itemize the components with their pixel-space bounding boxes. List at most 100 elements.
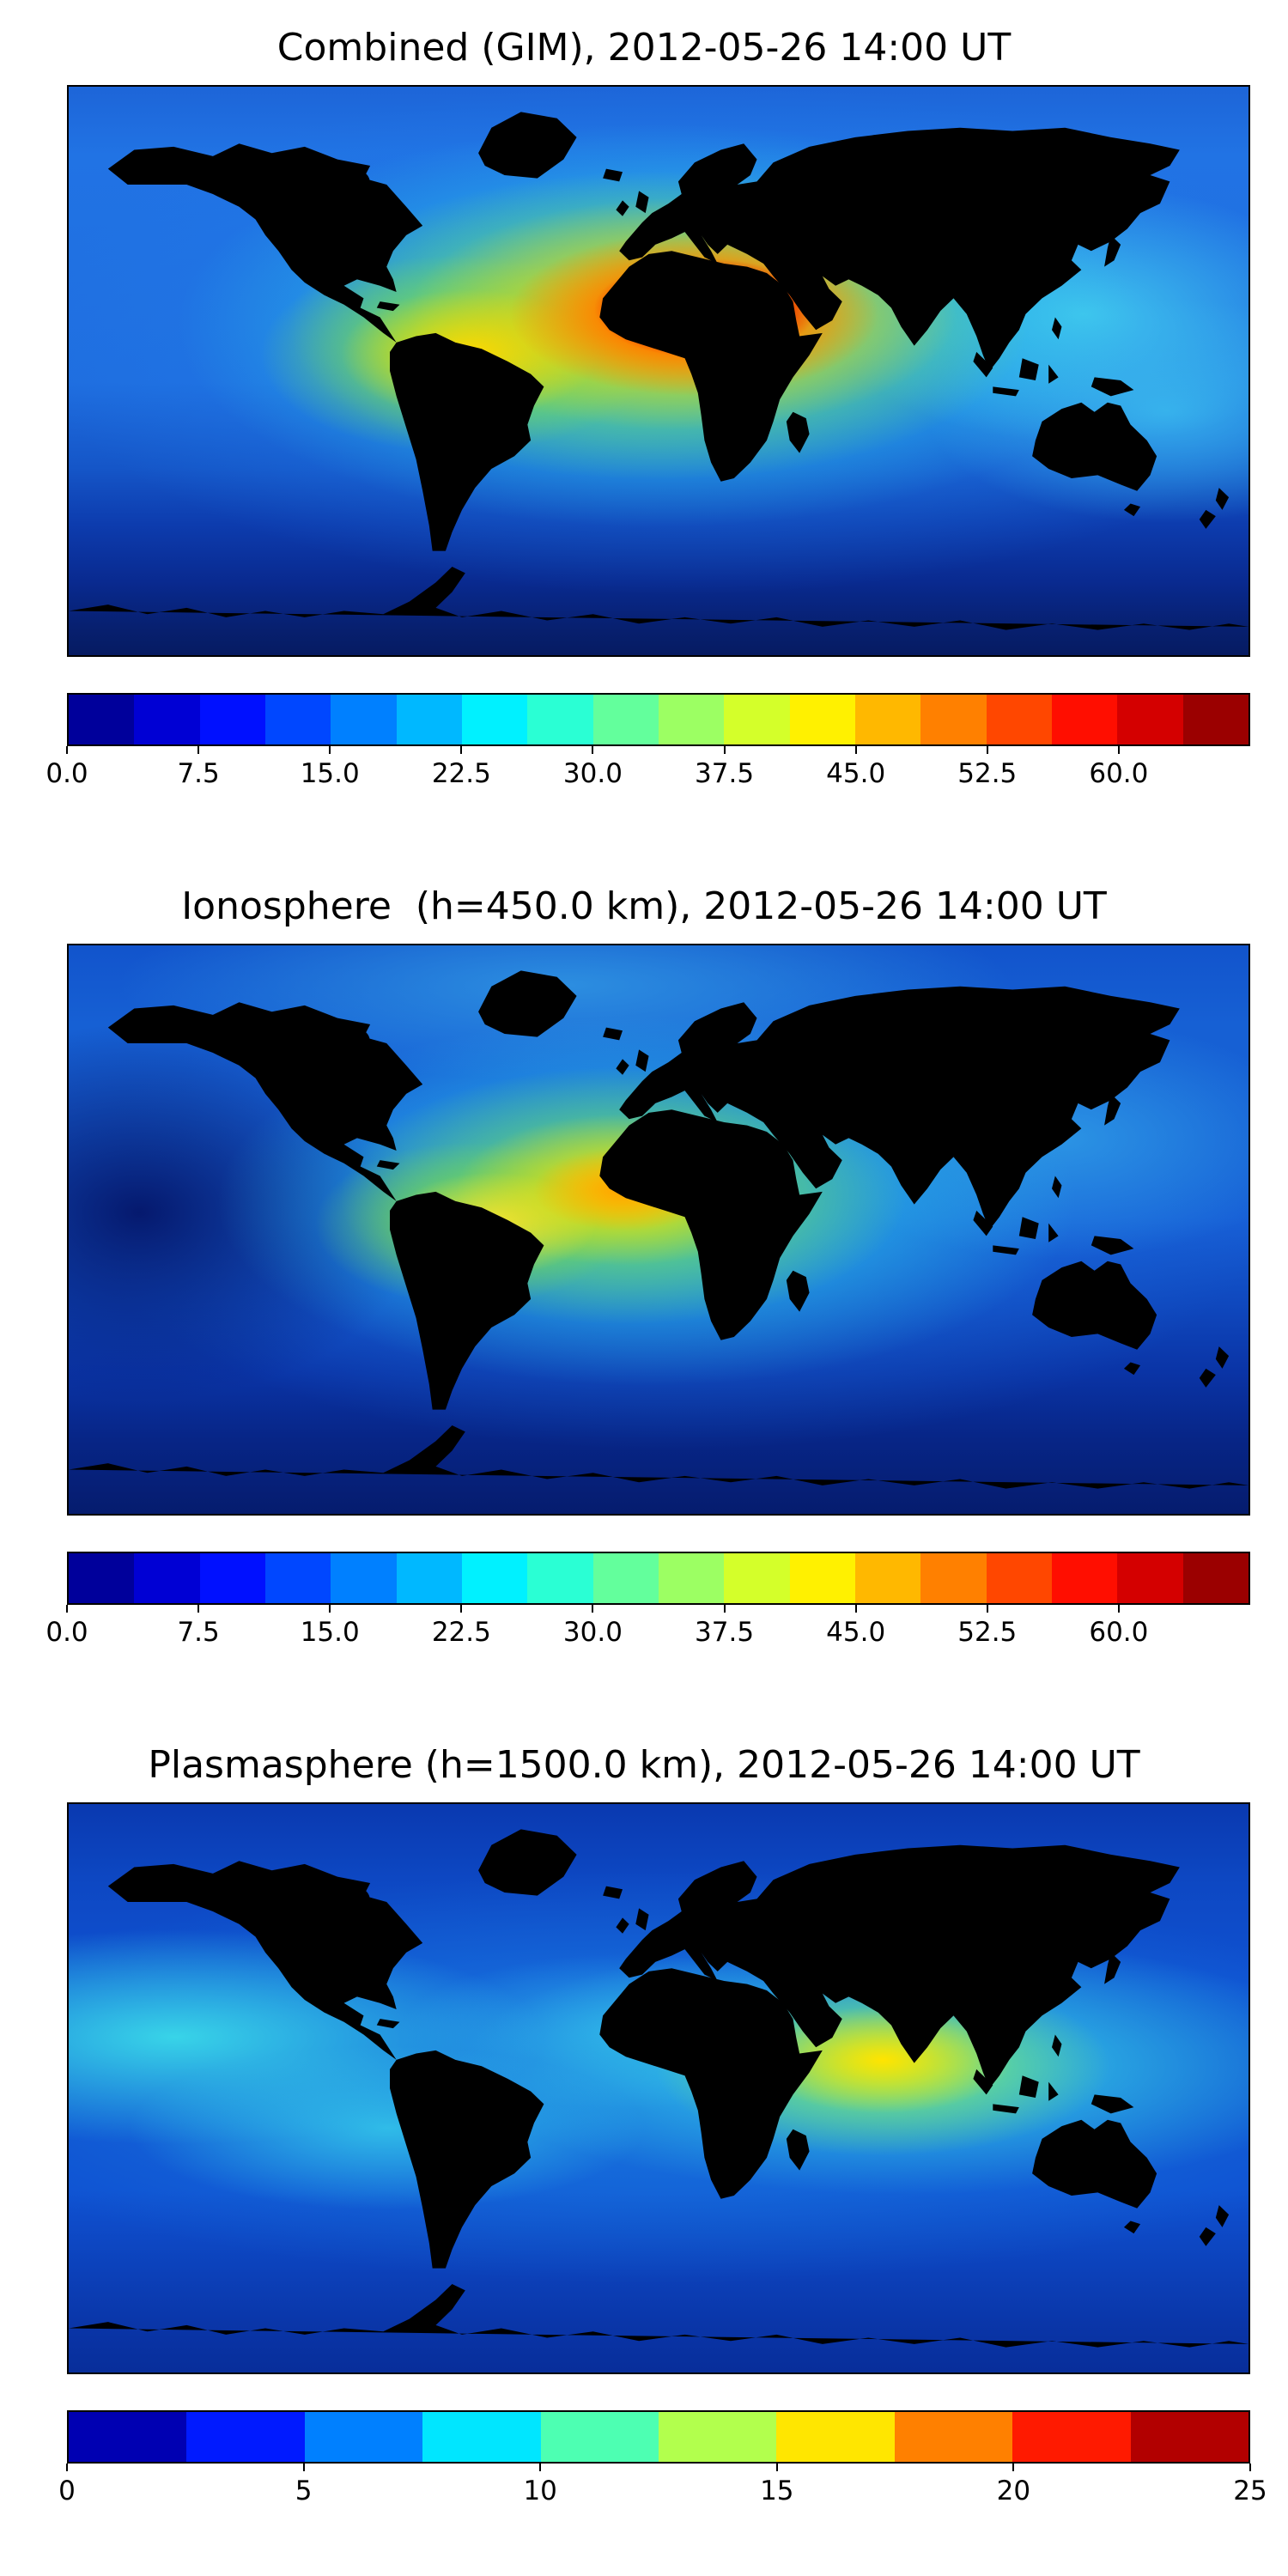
colorbar-tick-mark	[1249, 2464, 1251, 2471]
colorbar-tick-label: 30.0	[562, 758, 623, 789]
colorbar-segment	[461, 695, 528, 744]
panel-ionosphere: Ionosphere (h=450.0 km), 2012-05-26 14:0…	[0, 859, 1288, 1717]
colorbar-segment	[186, 2412, 305, 2462]
colorbar-segment	[1182, 695, 1249, 744]
colorbar-tick-mark	[723, 1605, 726, 1613]
colorbar-tick-label: 5	[295, 2476, 313, 2506]
colorbar-segment	[1117, 695, 1183, 744]
colorbar-segment	[789, 695, 855, 744]
colorbar-segment	[331, 1553, 397, 1603]
colorbar-tick-mark	[1117, 1605, 1120, 1613]
colorbar-segment	[69, 2412, 187, 2462]
colorbar-segment	[789, 1553, 855, 1603]
colorbar-tick-mark	[539, 2464, 542, 2471]
panel-combined-gim: Combined (GIM), 2012-05-26 14:00 UT 0.0 7…	[0, 0, 1288, 859]
colorbar-tick-mark	[986, 1605, 988, 1613]
colorbar-segment	[894, 2412, 1013, 2462]
colorbar-tick-label: 22.5	[431, 1617, 491, 1648]
colorbar-segment	[986, 695, 1052, 744]
colorbar-segment	[776, 2412, 895, 2462]
colorbar-tick-mark	[1012, 2464, 1015, 2471]
colorbar-tick-mark	[592, 746, 594, 754]
colorbar-tick-mark	[986, 746, 988, 754]
colorbar-tick-mark	[197, 746, 200, 754]
colorbar-segment	[659, 2412, 777, 2462]
colorbar-tick-mark	[854, 1605, 857, 1613]
colorbar-tick-mark	[854, 746, 857, 754]
colorbar-tick-label: 37.5	[695, 758, 755, 789]
colorbar-segment	[1117, 1553, 1183, 1603]
colorbar-segment	[854, 695, 921, 744]
colorbar-tick-label: 52.5	[957, 1617, 1018, 1648]
panel-title-plasmasphere: Plasmasphere (h=1500.0 km), 2012-05-26 1…	[148, 1743, 1140, 1787]
colorbar-tick-mark	[66, 1605, 68, 1613]
colorbar-tick-mark	[723, 746, 726, 754]
colorbar-segment	[134, 695, 200, 744]
colorbar-segment	[724, 695, 790, 744]
colorbar-tick-label: 0.0	[46, 758, 88, 789]
coastlines-icon	[69, 1829, 1249, 2348]
colorbar-tick-label: 45.0	[826, 1617, 886, 1648]
map-combined-gim	[67, 85, 1250, 657]
colorbar-tick-label: 25	[1233, 2476, 1267, 2506]
colorbar-tick-mark	[460, 746, 463, 754]
colorbar-tick-label: 22.5	[431, 758, 491, 789]
colorbar-tick-mark	[460, 1605, 463, 1613]
colorbar-combined: 0.0 7.5 15.0 22.5 30.0 37.5 45.0 52.5 60.0	[46, 693, 1250, 799]
colorbar-segment	[540, 2412, 659, 2462]
colorbar-segment	[527, 695, 593, 744]
colorbar-segment	[658, 695, 725, 744]
colorbar-gradient-ionosphere	[67, 1552, 1250, 1605]
colorbar-segment	[461, 1553, 528, 1603]
colorbar-segment	[422, 2412, 541, 2462]
colorbar-gradient-combined	[67, 693, 1250, 746]
coastlines-icon	[69, 970, 1249, 1489]
colorbar-segment	[134, 1553, 200, 1603]
colorbar-segment	[1182, 1553, 1249, 1603]
colorbar-segment	[658, 1553, 725, 1603]
map-plasmasphere	[67, 1802, 1250, 2374]
panel-title-ionosphere: Ionosphere (h=450.0 km), 2012-05-26 14:0…	[181, 884, 1107, 928]
colorbar-segment	[724, 1553, 790, 1603]
colorbar-tick-label: 37.5	[695, 1617, 755, 1648]
colorbar-segment	[1051, 1553, 1118, 1603]
colorbar-segment	[986, 1553, 1052, 1603]
colorbar-tick-label: 20	[996, 2476, 1031, 2506]
colorbar-segment	[69, 1553, 135, 1603]
colorbar-tick-label: 10	[523, 2476, 557, 2506]
colorbar-tick-label: 0	[58, 2476, 76, 2506]
colorbar-segment	[199, 1553, 265, 1603]
colorbar-ticks-ionosphere: 0.0 7.5 15.0 22.5 30.0 37.5 45.0 52.5 60.0	[46, 1605, 1250, 1658]
colorbar-tick-label: 0.0	[46, 1617, 88, 1648]
colorbar-segment	[592, 695, 659, 744]
colorbar-plasmasphere: 0 5 10 15 20 25	[58, 2410, 1267, 2517]
colorbar-gradient-plasmasphere	[67, 2410, 1250, 2464]
colorbar-tick-label: 15.0	[300, 758, 360, 789]
panel-title-combined: Combined (GIM), 2012-05-26 14:00 UT	[276, 26, 1012, 70]
map-ionosphere	[67, 944, 1250, 1516]
colorbar-ticks-combined: 0.0 7.5 15.0 22.5 30.0 37.5 45.0 52.5 60.0	[46, 746, 1250, 799]
colorbar-tick-mark	[775, 2464, 778, 2471]
colorbar-segment	[1012, 2412, 1131, 2462]
colorbar-segment	[920, 695, 987, 744]
colorbar-tick-mark	[592, 1605, 594, 1613]
colorbar-tick-label: 60.0	[1089, 1617, 1149, 1648]
colorbar-segment	[527, 1553, 593, 1603]
colorbar-tick-label: 15	[760, 2476, 794, 2506]
colorbar-segment	[1051, 695, 1118, 744]
colorbar-tick-mark	[66, 2464, 68, 2471]
colorbar-segment	[199, 695, 265, 744]
colorbar-tick-mark	[66, 746, 68, 754]
colorbar-tick-label: 45.0	[826, 758, 886, 789]
colorbar-segment	[264, 1553, 331, 1603]
colorbar-tick-label: 7.5	[177, 1617, 220, 1648]
colorbar-tick-mark	[329, 1605, 331, 1613]
coastlines-icon	[69, 112, 1249, 630]
colorbar-segment	[592, 1553, 659, 1603]
colorbar-tick-mark	[302, 2464, 305, 2471]
colorbar-segment	[1130, 2412, 1249, 2462]
colorbar-segment	[396, 1553, 462, 1603]
colorbar-ticks-plasmasphere: 0 5 10 15 20 25	[58, 2464, 1267, 2517]
colorbar-segment	[69, 695, 135, 744]
